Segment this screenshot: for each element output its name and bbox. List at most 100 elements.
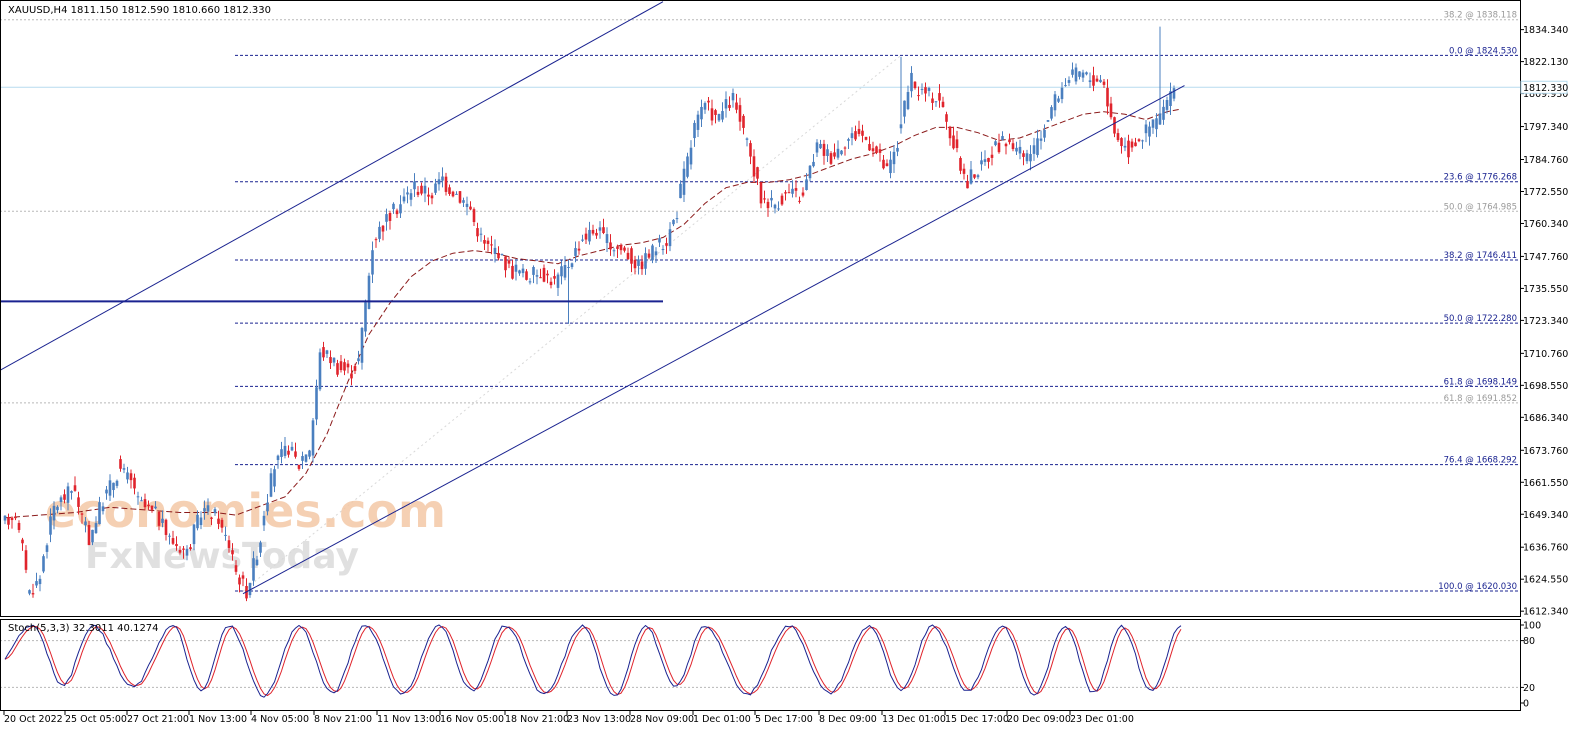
candle-body: [700, 106, 703, 120]
candle-body: [469, 206, 472, 210]
x-tick-label: 5 Dec 17:00: [755, 714, 813, 725]
candle-body: [1008, 139, 1011, 143]
candle-body: [987, 157, 990, 162]
candle-body: [497, 252, 500, 259]
y-tick-label: 1747.760: [1523, 252, 1568, 263]
candle-body: [724, 99, 728, 109]
candle-body: [801, 192, 805, 196]
candle-body: [868, 144, 871, 151]
candle-body: [1022, 153, 1025, 157]
candle-body: [493, 247, 497, 254]
y-tick-label: 1636.760: [1523, 543, 1568, 554]
candle-body: [577, 248, 581, 251]
x-tick-label: 20 Dec 09:00: [1007, 714, 1071, 725]
candle-body: [931, 98, 934, 103]
candle-body: [1141, 140, 1144, 142]
candle-body: [693, 122, 696, 139]
candle-body: [56, 506, 59, 511]
channel-layer: [0, 1, 1185, 595]
candle-body: [798, 200, 801, 202]
candle-body: [668, 229, 672, 247]
candle-body: [521, 268, 525, 274]
candle-body: [101, 506, 105, 512]
fib-level-label: 100.0 @ 1620.030: [1438, 582, 1517, 592]
candle-body: [241, 575, 245, 579]
candle-body: [294, 451, 297, 457]
candle-body: [556, 274, 560, 288]
candle-body: [913, 81, 917, 89]
candle-body: [847, 139, 850, 141]
candle-body: [696, 114, 700, 130]
candle-body: [66, 486, 70, 503]
candle-body: [892, 151, 896, 165]
y-tick-label: 1735.550: [1523, 284, 1568, 295]
candle-body: [49, 516, 52, 535]
candle-body: [640, 261, 644, 270]
candle-body: [1025, 153, 1029, 162]
candle-body: [689, 147, 693, 165]
candle-body: [199, 517, 203, 526]
candle-body: [997, 142, 1001, 153]
candle-body: [591, 229, 595, 234]
y-tick-label: 1723.340: [1523, 316, 1568, 327]
candle-body: [164, 519, 168, 535]
candle-body: [1057, 98, 1060, 102]
candle-body: [399, 204, 402, 214]
candle-body: [882, 159, 885, 169]
x-tick-label: 1 Nov 13:00: [189, 714, 247, 725]
candle-body: [948, 126, 952, 139]
candle-body: [122, 468, 126, 470]
candle-body: [1081, 72, 1085, 78]
candle-body: [535, 275, 539, 277]
candle-body: [969, 169, 973, 184]
candle-body: [185, 548, 189, 556]
x-tick-label: 11 Nov 13:00: [377, 714, 441, 725]
candle-body: [1127, 140, 1130, 158]
candle-body: [42, 556, 45, 572]
candle-body: [1036, 138, 1039, 156]
candle-body: [938, 93, 941, 101]
candle-body: [304, 454, 308, 462]
candle-body: [973, 174, 976, 178]
channel-upper-line: [0, 1, 664, 371]
candle-body: [885, 163, 889, 167]
candle-body: [458, 191, 462, 203]
candle-body: [756, 167, 759, 179]
candle-body: [87, 525, 91, 546]
x-tick-label: 1 Dec 01:00: [693, 714, 751, 725]
candle-body: [479, 233, 483, 235]
candle-body: [990, 154, 994, 158]
candle-body: [686, 156, 689, 177]
candle-body: [1067, 80, 1071, 83]
candle-body: [112, 482, 115, 491]
candle-body: [91, 529, 94, 543]
fib-level-label: 0.0 @ 1824.530: [1449, 46, 1517, 56]
candle-body: [574, 248, 577, 256]
candle-body: [864, 136, 868, 140]
candle-body: [161, 518, 164, 523]
candle-body: [77, 497, 80, 507]
candle-body: [819, 143, 822, 149]
x-tick-label: 18 Nov 21:00: [505, 714, 569, 725]
candle-body: [322, 347, 325, 358]
x-tick-label: 20 Oct 2022: [4, 714, 63, 725]
candle-body: [679, 183, 682, 199]
candle-body: [220, 519, 224, 528]
y-tick-label: 1624.550: [1523, 575, 1568, 586]
watermark: economies.com FxNewsToday: [45, 484, 446, 577]
candle-body: [133, 477, 136, 489]
candle-body: [1134, 142, 1137, 147]
moving-average-line: [4, 108, 1182, 519]
candle-body: [154, 506, 157, 509]
stoch-main-line: [4, 624, 1182, 698]
watermark-line1: economies.com: [45, 484, 446, 538]
candle-body: [843, 147, 847, 149]
channel-lower-line: [242, 85, 1185, 595]
candle-body: [1004, 143, 1008, 147]
candle-body: [1102, 81, 1106, 85]
candle-body: [514, 264, 518, 272]
stochastic-layer: [0, 624, 1520, 698]
candle-body: [976, 175, 980, 178]
candle-body: [24, 550, 28, 570]
candle-body: [626, 252, 630, 260]
